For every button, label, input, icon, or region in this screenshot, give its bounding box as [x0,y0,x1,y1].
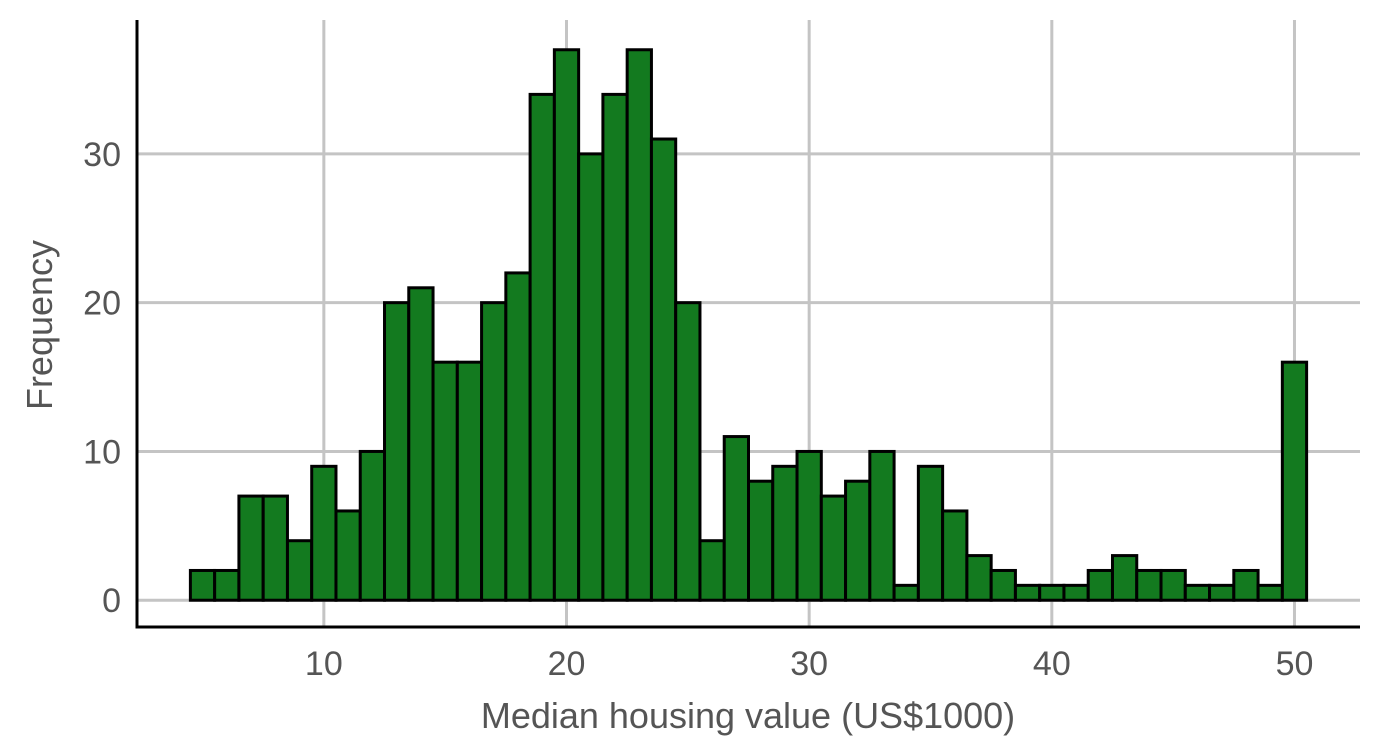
histogram-bar-4 [285,539,314,602]
histogram-bars [188,48,1309,602]
histogram-bar-8 [383,301,411,602]
histogram-bar-23 [747,479,775,602]
histogram-bar-25 [795,449,823,602]
histogram-bar-19 [649,137,678,602]
histogram-bar-3 [261,494,289,602]
histogram-bar-6 [334,509,362,602]
histogram-bar-22 [722,435,751,602]
histogram-bar-31 [941,509,969,602]
histogram-bar-40 [1159,568,1187,602]
histogram-bar-13 [504,271,532,602]
histogram-bar-39 [1135,568,1163,602]
x-tick-label-10: 10 [305,645,343,683]
x-tick-label-20: 20 [548,645,586,683]
y-tick-label-20: 20 [83,285,121,323]
histogram-bar-21 [698,539,726,602]
histogram-bar-0 [188,568,217,602]
histogram-bar-18 [625,48,653,602]
histogram-bar-27 [844,479,872,602]
histogram-bar-35 [1038,583,1066,602]
histogram-bar-17 [601,92,629,602]
histogram-bar-34 [1013,583,1042,602]
histogram-bar-12 [480,301,508,602]
x-tick-label-40: 40 [1033,645,1071,683]
histogram-bar-44 [1256,583,1284,602]
histogram-bar-9 [407,286,435,602]
histogram-bar-42 [1208,583,1236,602]
histogram-bar-5 [310,464,338,602]
histogram-bar-38 [1110,554,1139,602]
histogram-bar-28 [868,449,896,602]
histogram-bar-10 [431,360,459,602]
histogram-bar-36 [1062,583,1090,602]
x-tick-labels: 10 20 30 40 50 [305,645,1313,683]
histogram-bar-1 [213,568,241,602]
y-tick-label-0: 0 [102,582,121,620]
histogram-bar-24 [771,464,799,602]
x-tick-label-50: 50 [1276,645,1314,683]
y-tick-labels: 0 10 20 30 [83,136,121,620]
histogram-bar-20 [674,301,702,602]
histogram-bar-26 [819,494,848,602]
histogram-bar-14 [528,92,556,602]
y-tick-label-30: 30 [83,136,121,174]
x-axis-title: Median housing value (US$1000) [481,695,1015,736]
histogram-bar-2 [237,494,265,602]
histogram-bar-37 [1086,568,1114,602]
histogram-bar-7 [358,449,387,602]
histogram-bar-45 [1280,360,1309,602]
x-tick-label-30: 30 [790,645,828,683]
histogram-bar-15 [552,48,581,602]
histogram-bar-16 [577,152,605,602]
y-tick-label-10: 10 [83,433,121,471]
histogram-bar-30 [916,464,945,602]
histogram-bar-32 [965,554,993,602]
histogram-bar-41 [1183,583,1212,602]
histogram-bar-11 [455,360,484,602]
histogram-bar-43 [1232,568,1260,602]
histogram-bar-33 [989,568,1017,602]
histogram-bar-29 [892,583,920,602]
y-axis-title: Frequency [19,240,60,410]
